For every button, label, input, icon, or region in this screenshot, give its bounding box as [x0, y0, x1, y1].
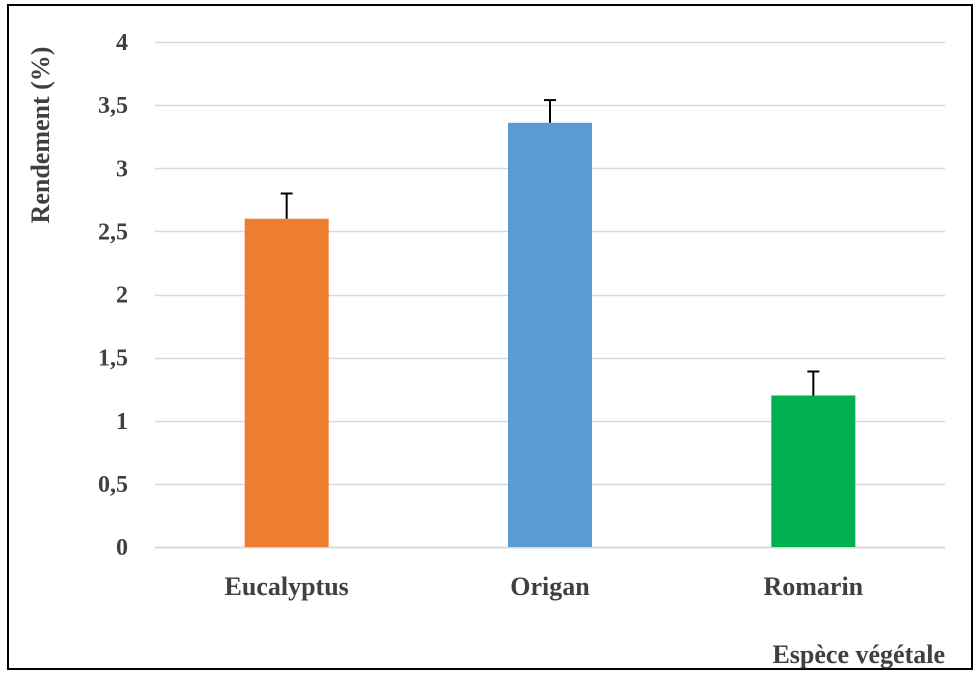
x-category-label: Origan	[510, 572, 590, 601]
y-tick-label: 2	[116, 283, 128, 309]
y-tick-label: 0,5	[98, 472, 128, 498]
x-category-labels: Eucalyptus Origan Romarin	[225, 572, 864, 601]
y-tick-label: 3,5	[98, 93, 128, 119]
error-bars	[280, 99, 820, 396]
y-axis-title: Rendement (%)	[26, 47, 55, 224]
x-axis-title: Espèce végétale	[772, 640, 945, 669]
bar-eucalyptus	[244, 218, 329, 547]
chart-frame	[7, 4, 973, 670]
y-tick-label: 0	[116, 535, 128, 561]
error-bar-eucalyptus	[280, 192, 293, 219]
error-bar-romarin	[807, 370, 820, 396]
y-tick-label: 4	[116, 30, 128, 56]
y-tick-labels: 0 0,5 1 1,5 2 2,5 3 3,5 4	[98, 30, 128, 561]
y-tick-label: 2,5	[98, 219, 128, 245]
y-tick-label: 1,5	[98, 346, 128, 372]
x-category-label: Romarin	[763, 572, 863, 601]
bars	[244, 122, 856, 548]
error-bar-origan	[544, 99, 556, 123]
y-tick-label: 1	[116, 409, 128, 435]
y-tick-label: 3	[116, 156, 128, 182]
x-category-label: Eucalyptus	[225, 572, 349, 601]
bar-origan	[508, 122, 592, 548]
bar-romarin	[771, 395, 856, 547]
